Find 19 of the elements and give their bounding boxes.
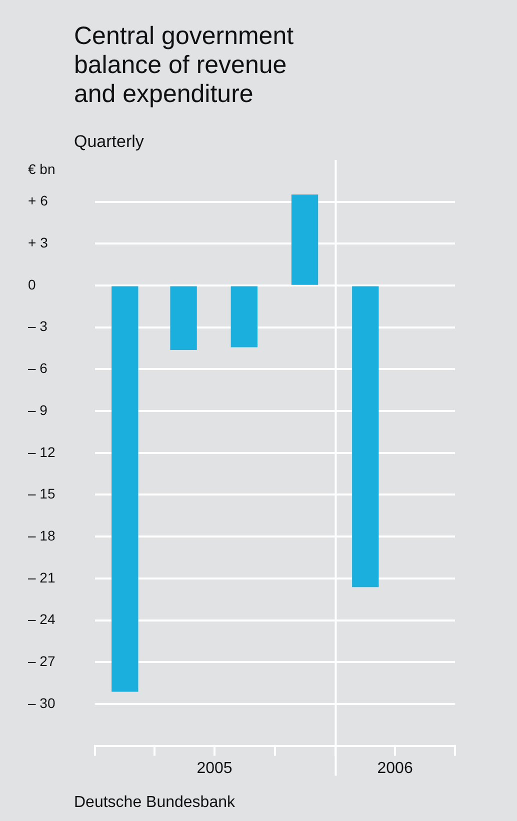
y-tick-label: – 15 <box>28 486 56 502</box>
y-tick-label: – 21 <box>28 569 56 586</box>
y-tick-label: – 27 <box>28 652 56 669</box>
y-tick-label: – 30 <box>28 694 56 711</box>
y-tick-label: – 9 <box>28 402 48 418</box>
y-tick-label: – 24 <box>28 611 56 628</box>
y-tick-label: – 18 <box>28 527 56 544</box>
y-axis-title: € bn <box>28 160 56 177</box>
text: Deutsche Bundesbank <box>74 794 235 812</box>
x-tick-label: 2005 <box>196 760 232 777</box>
y-tick-label: – 12 <box>28 444 56 460</box>
chart-subtitle: Quarterly <box>74 132 144 152</box>
chart-title: Central government balance of revenue and expenditure <box>74 22 294 109</box>
y-tick-label: – 3 <box>28 318 48 334</box>
y-tick-label: 0 <box>28 276 36 292</box>
y-tick-label: + 3 <box>28 234 48 251</box>
y-tick-label: + 6 <box>28 192 48 209</box>
y-tick-label: – 6 <box>28 360 48 376</box>
x-tick-label: 2006 <box>377 760 413 777</box>
